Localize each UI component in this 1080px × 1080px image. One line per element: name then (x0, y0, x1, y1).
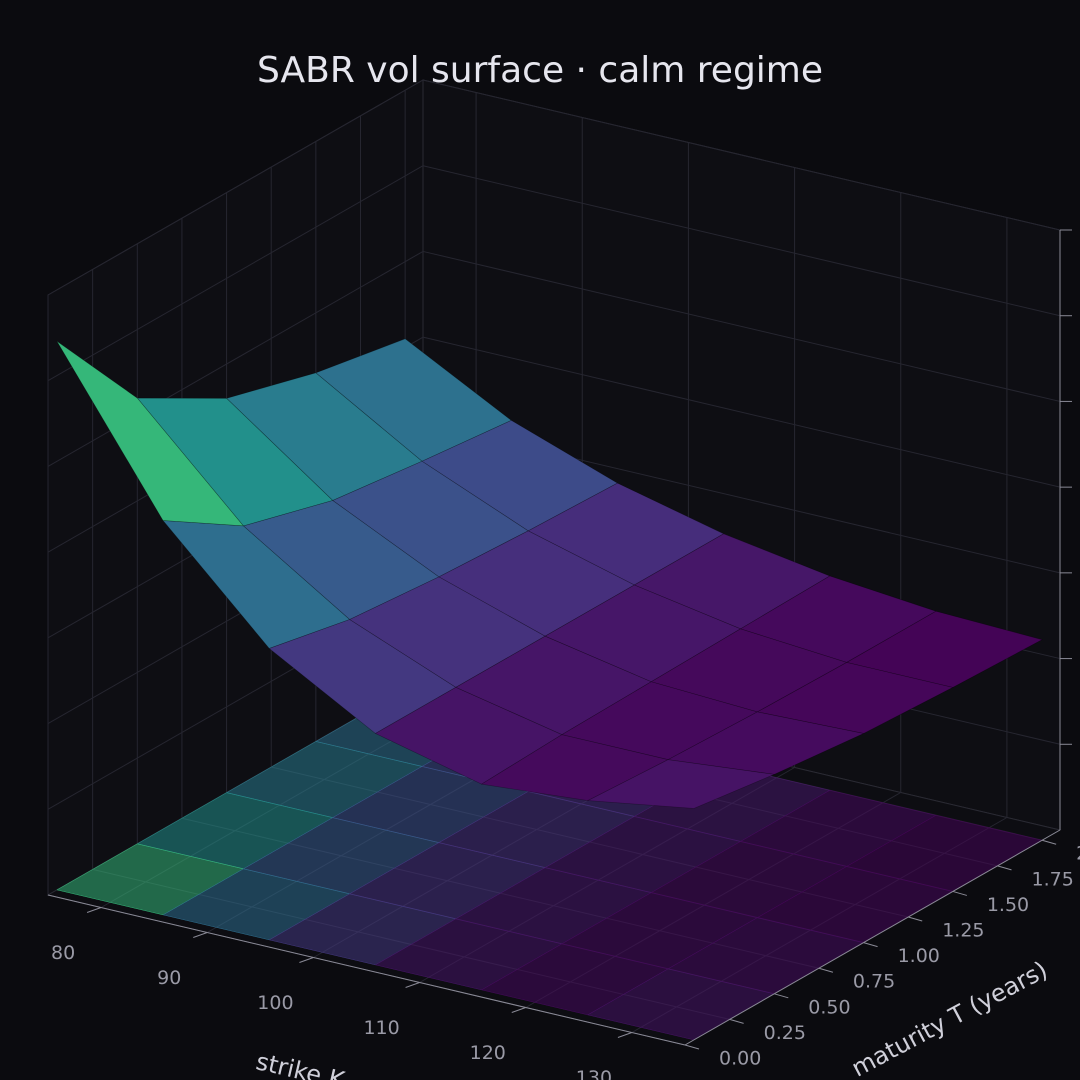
surface-cell (586, 759, 776, 809)
y-tick-label: 0.00 (719, 1048, 761, 1070)
x-tick-label: 120 (470, 1042, 506, 1064)
y-tick-label: 0.75 (853, 971, 895, 993)
grid-line (422, 79, 1061, 231)
grid-line (47, 79, 424, 296)
y-tick-label: 1.25 (942, 920, 984, 942)
grid-line (422, 165, 1061, 317)
surface-cell (756, 662, 954, 734)
x-tick (405, 982, 420, 988)
x-tick (511, 1007, 526, 1013)
x-axis-label: strike K (253, 1047, 348, 1080)
y-tick-label: 1.00 (898, 945, 940, 967)
y-tick (684, 1044, 700, 1050)
grid-line (422, 336, 1061, 488)
y-tick-label: 2.00 (1076, 843, 1080, 865)
y-tick (1042, 839, 1057, 845)
y-tick (952, 890, 967, 896)
y-tick-label: 1.75 (1032, 868, 1074, 890)
x-tick-label: 110 (363, 1017, 399, 1039)
chart-title: SABR vol surface · calm regime (257, 50, 823, 91)
grid-line (47, 165, 424, 382)
y-tick (729, 1018, 744, 1024)
x-tick-label: 130 (576, 1067, 612, 1080)
surface-cell (667, 711, 865, 775)
x-tick (86, 907, 102, 913)
y-tick (863, 942, 878, 948)
y-tick-label: 1.50 (987, 894, 1029, 916)
y-tick (818, 967, 834, 973)
x-tick (193, 932, 208, 938)
y-tick (774, 993, 789, 999)
y-tick-label: 0.50 (808, 996, 850, 1018)
y-tick (908, 916, 923, 922)
x-tick (299, 957, 314, 963)
x-tick-label: 100 (257, 992, 293, 1014)
y-tick (997, 865, 1012, 871)
x-tick (617, 1032, 633, 1038)
x-tick-label: 80 (51, 942, 75, 964)
x-axis (47, 894, 686, 1046)
y-axis (684, 829, 1061, 1046)
x-tick-label: 90 (157, 967, 181, 989)
grid-line (422, 250, 1061, 402)
y-tick-label: 0.25 (764, 1022, 806, 1044)
